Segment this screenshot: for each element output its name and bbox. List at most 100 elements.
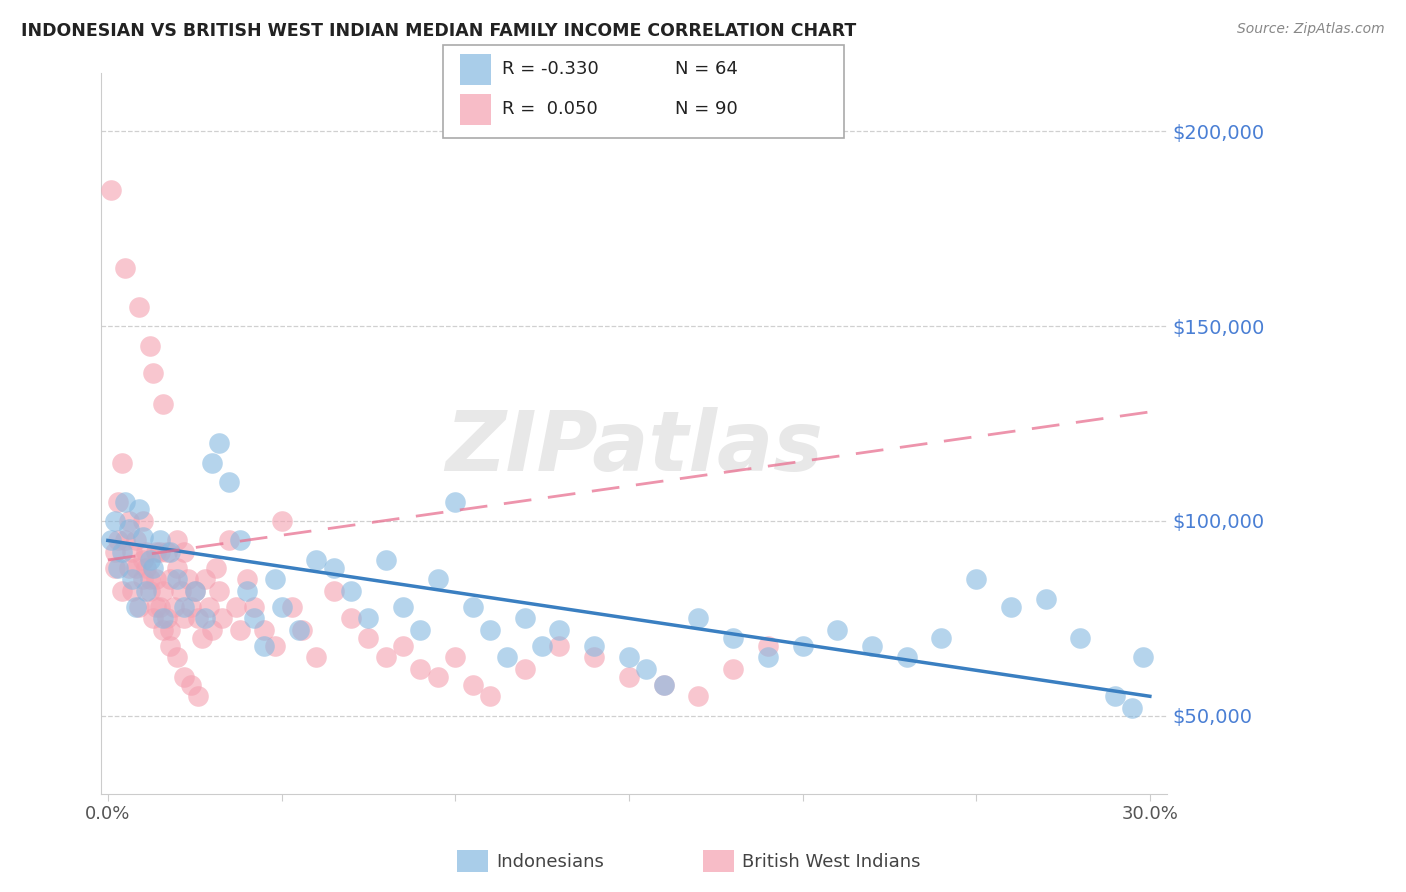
British West Indians xyxy=(173,670,195,684)
British West Indians xyxy=(152,623,174,637)
British West Indians xyxy=(166,650,188,665)
Indonesians xyxy=(183,584,205,599)
British West Indians xyxy=(170,584,193,599)
Indonesians xyxy=(478,623,501,637)
Indonesians xyxy=(756,650,779,665)
British West Indians xyxy=(281,599,304,614)
British West Indians xyxy=(197,599,219,614)
British West Indians xyxy=(208,584,231,599)
British West Indians xyxy=(374,650,396,665)
British West Indians xyxy=(138,573,160,587)
Indonesians xyxy=(253,639,276,653)
British West Indians xyxy=(461,677,484,691)
British West Indians xyxy=(409,662,432,676)
British West Indians xyxy=(159,639,181,653)
British West Indians xyxy=(145,545,167,559)
British West Indians xyxy=(152,584,174,599)
British West Indians xyxy=(142,611,165,625)
Indonesians xyxy=(270,599,292,614)
British West Indians xyxy=(263,639,285,653)
British West Indians xyxy=(149,545,172,559)
Indonesians xyxy=(721,631,744,645)
British West Indians xyxy=(218,533,240,548)
British West Indians xyxy=(225,599,247,614)
Indonesians xyxy=(201,456,224,470)
Indonesians xyxy=(107,560,129,574)
Indonesians xyxy=(548,623,571,637)
British West Indians xyxy=(166,533,188,548)
British West Indians xyxy=(392,639,415,653)
Indonesians xyxy=(114,494,136,508)
British West Indians xyxy=(204,560,226,574)
Text: R =  0.050: R = 0.050 xyxy=(502,100,598,119)
Text: Indonesians: Indonesians xyxy=(496,853,605,871)
Indonesians xyxy=(121,573,143,587)
Indonesians xyxy=(218,475,240,489)
Text: N = 90: N = 90 xyxy=(675,100,738,119)
Text: ZIPatlas: ZIPatlas xyxy=(446,408,823,488)
British West Indians xyxy=(118,514,141,528)
Text: R = -0.330: R = -0.330 xyxy=(502,60,599,78)
British West Indians xyxy=(163,599,186,614)
Indonesians xyxy=(305,553,328,567)
Indonesians xyxy=(860,639,883,653)
British West Indians xyxy=(145,599,167,614)
British West Indians xyxy=(173,611,195,625)
British West Indians xyxy=(131,553,153,567)
British West Indians xyxy=(253,623,276,637)
British West Indians xyxy=(121,584,143,599)
Indonesians xyxy=(617,650,640,665)
British West Indians xyxy=(104,545,127,559)
Indonesians xyxy=(583,639,606,653)
Indonesians xyxy=(288,623,311,637)
Indonesians xyxy=(392,599,415,614)
Indonesians xyxy=(1132,650,1154,665)
British West Indians xyxy=(478,690,501,704)
Text: N = 64: N = 64 xyxy=(675,60,738,78)
British West Indians xyxy=(111,456,134,470)
Indonesians xyxy=(426,573,449,587)
British West Indians xyxy=(128,599,150,614)
Indonesians xyxy=(444,494,467,508)
British West Indians xyxy=(156,611,179,625)
British West Indians xyxy=(111,584,134,599)
British West Indians xyxy=(242,599,264,614)
Indonesians xyxy=(688,611,710,625)
Indonesians xyxy=(965,573,987,587)
Text: British West Indians: British West Indians xyxy=(742,853,921,871)
British West Indians xyxy=(617,670,640,684)
British West Indians xyxy=(159,573,181,587)
British West Indians xyxy=(124,560,146,574)
Indonesians xyxy=(194,611,217,625)
Indonesians xyxy=(152,611,174,625)
British West Indians xyxy=(180,677,202,691)
Indonesians xyxy=(118,522,141,536)
British West Indians xyxy=(121,545,143,559)
British West Indians xyxy=(583,650,606,665)
British West Indians xyxy=(138,584,160,599)
Indonesians xyxy=(896,650,918,665)
British West Indians xyxy=(177,573,200,587)
British West Indians xyxy=(180,599,202,614)
Indonesians xyxy=(128,502,150,516)
Indonesians xyxy=(159,545,181,559)
British West Indians xyxy=(340,611,363,625)
British West Indians xyxy=(135,545,157,559)
British West Indians xyxy=(107,494,129,508)
British West Indians xyxy=(187,611,209,625)
British West Indians xyxy=(305,650,328,665)
Indonesians xyxy=(242,611,264,625)
Indonesians xyxy=(636,662,658,676)
British West Indians xyxy=(229,623,252,637)
British West Indians xyxy=(142,366,165,380)
British West Indians xyxy=(291,623,314,637)
British West Indians xyxy=(135,560,157,574)
Indonesians xyxy=(1069,631,1091,645)
British West Indians xyxy=(138,339,160,353)
Indonesians xyxy=(166,573,188,587)
British West Indians xyxy=(131,573,153,587)
Indonesians xyxy=(496,650,519,665)
Text: INDONESIAN VS BRITISH WEST INDIAN MEDIAN FAMILY INCOME CORRELATION CHART: INDONESIAN VS BRITISH WEST INDIAN MEDIAN… xyxy=(21,22,856,40)
Indonesians xyxy=(1000,599,1022,614)
British West Indians xyxy=(173,545,195,559)
